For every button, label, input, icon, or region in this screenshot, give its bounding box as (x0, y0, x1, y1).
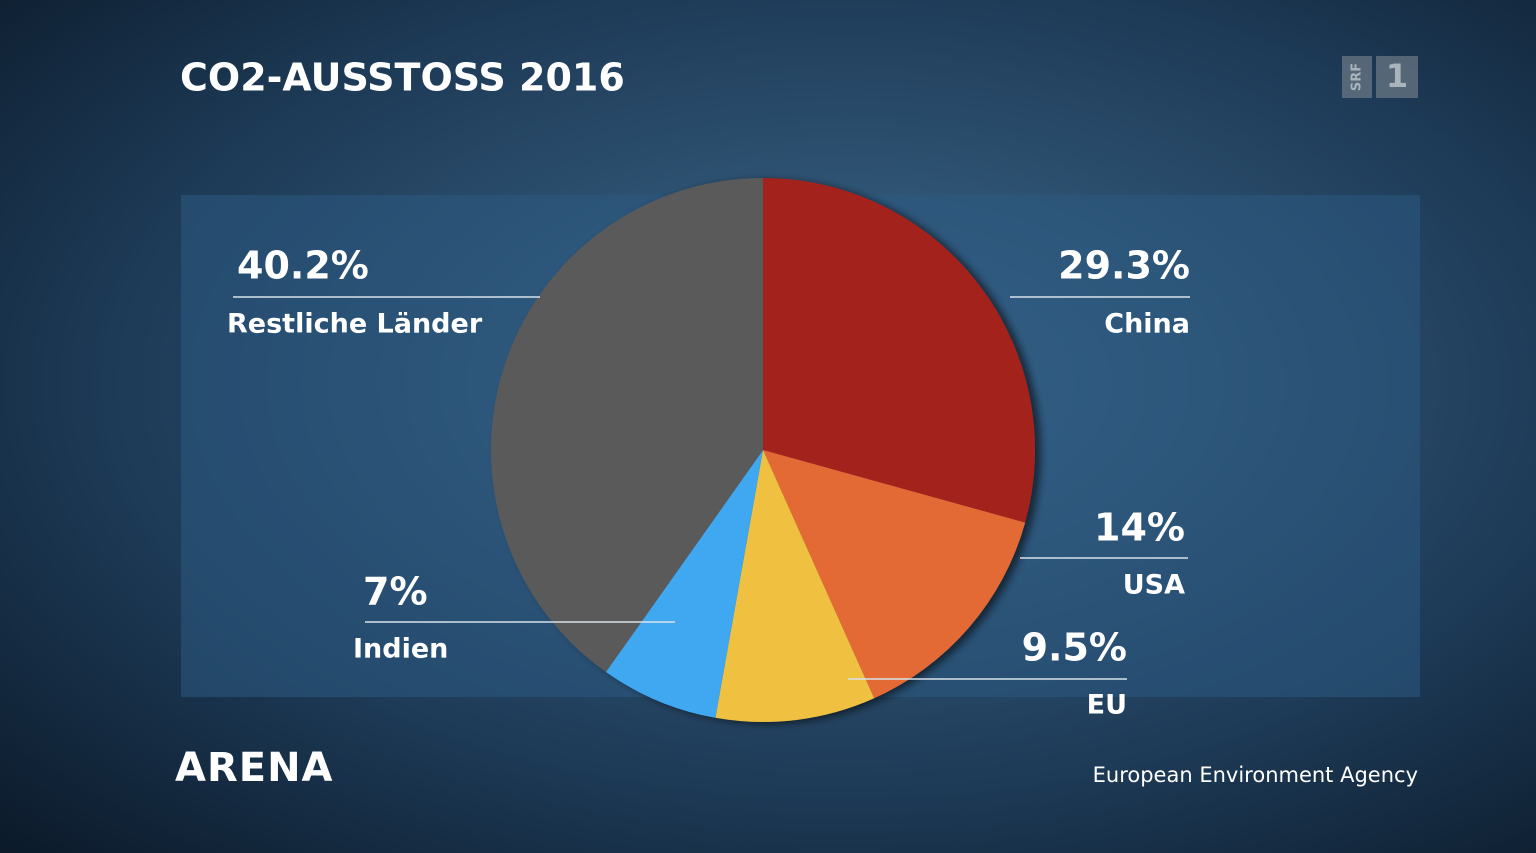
category-label: USA (1123, 570, 1185, 601)
channel-logo-box (1376, 56, 1418, 98)
category-label: China (1104, 309, 1190, 340)
pie-slice (763, 450, 1026, 699)
channel-logo: SRF (1350, 63, 1365, 91)
value-label: 40.2% (237, 244, 369, 288)
value-label: 7% (363, 570, 428, 614)
pie-slice (715, 450, 875, 722)
value-label: 9.5% (1022, 626, 1127, 670)
pie-slice (605, 450, 763, 718)
pie (490, 178, 1035, 722)
pie-slice (763, 178, 1035, 523)
channel-logo-box (1342, 56, 1372, 98)
value-label: 14% (1094, 506, 1185, 550)
category-label: Restliche Länder (227, 309, 483, 340)
pie-slice (490, 178, 763, 673)
category-label: Indien (353, 634, 448, 665)
channel-number: 1 (1386, 57, 1408, 95)
show-logo: ARENA (175, 745, 334, 791)
value-label: 29.3% (1058, 244, 1190, 288)
chart-title: CO2-AUSSTOSS 2016 (180, 56, 625, 100)
category-label: EU (1087, 690, 1127, 721)
source: European Environment Agency (1093, 763, 1418, 787)
